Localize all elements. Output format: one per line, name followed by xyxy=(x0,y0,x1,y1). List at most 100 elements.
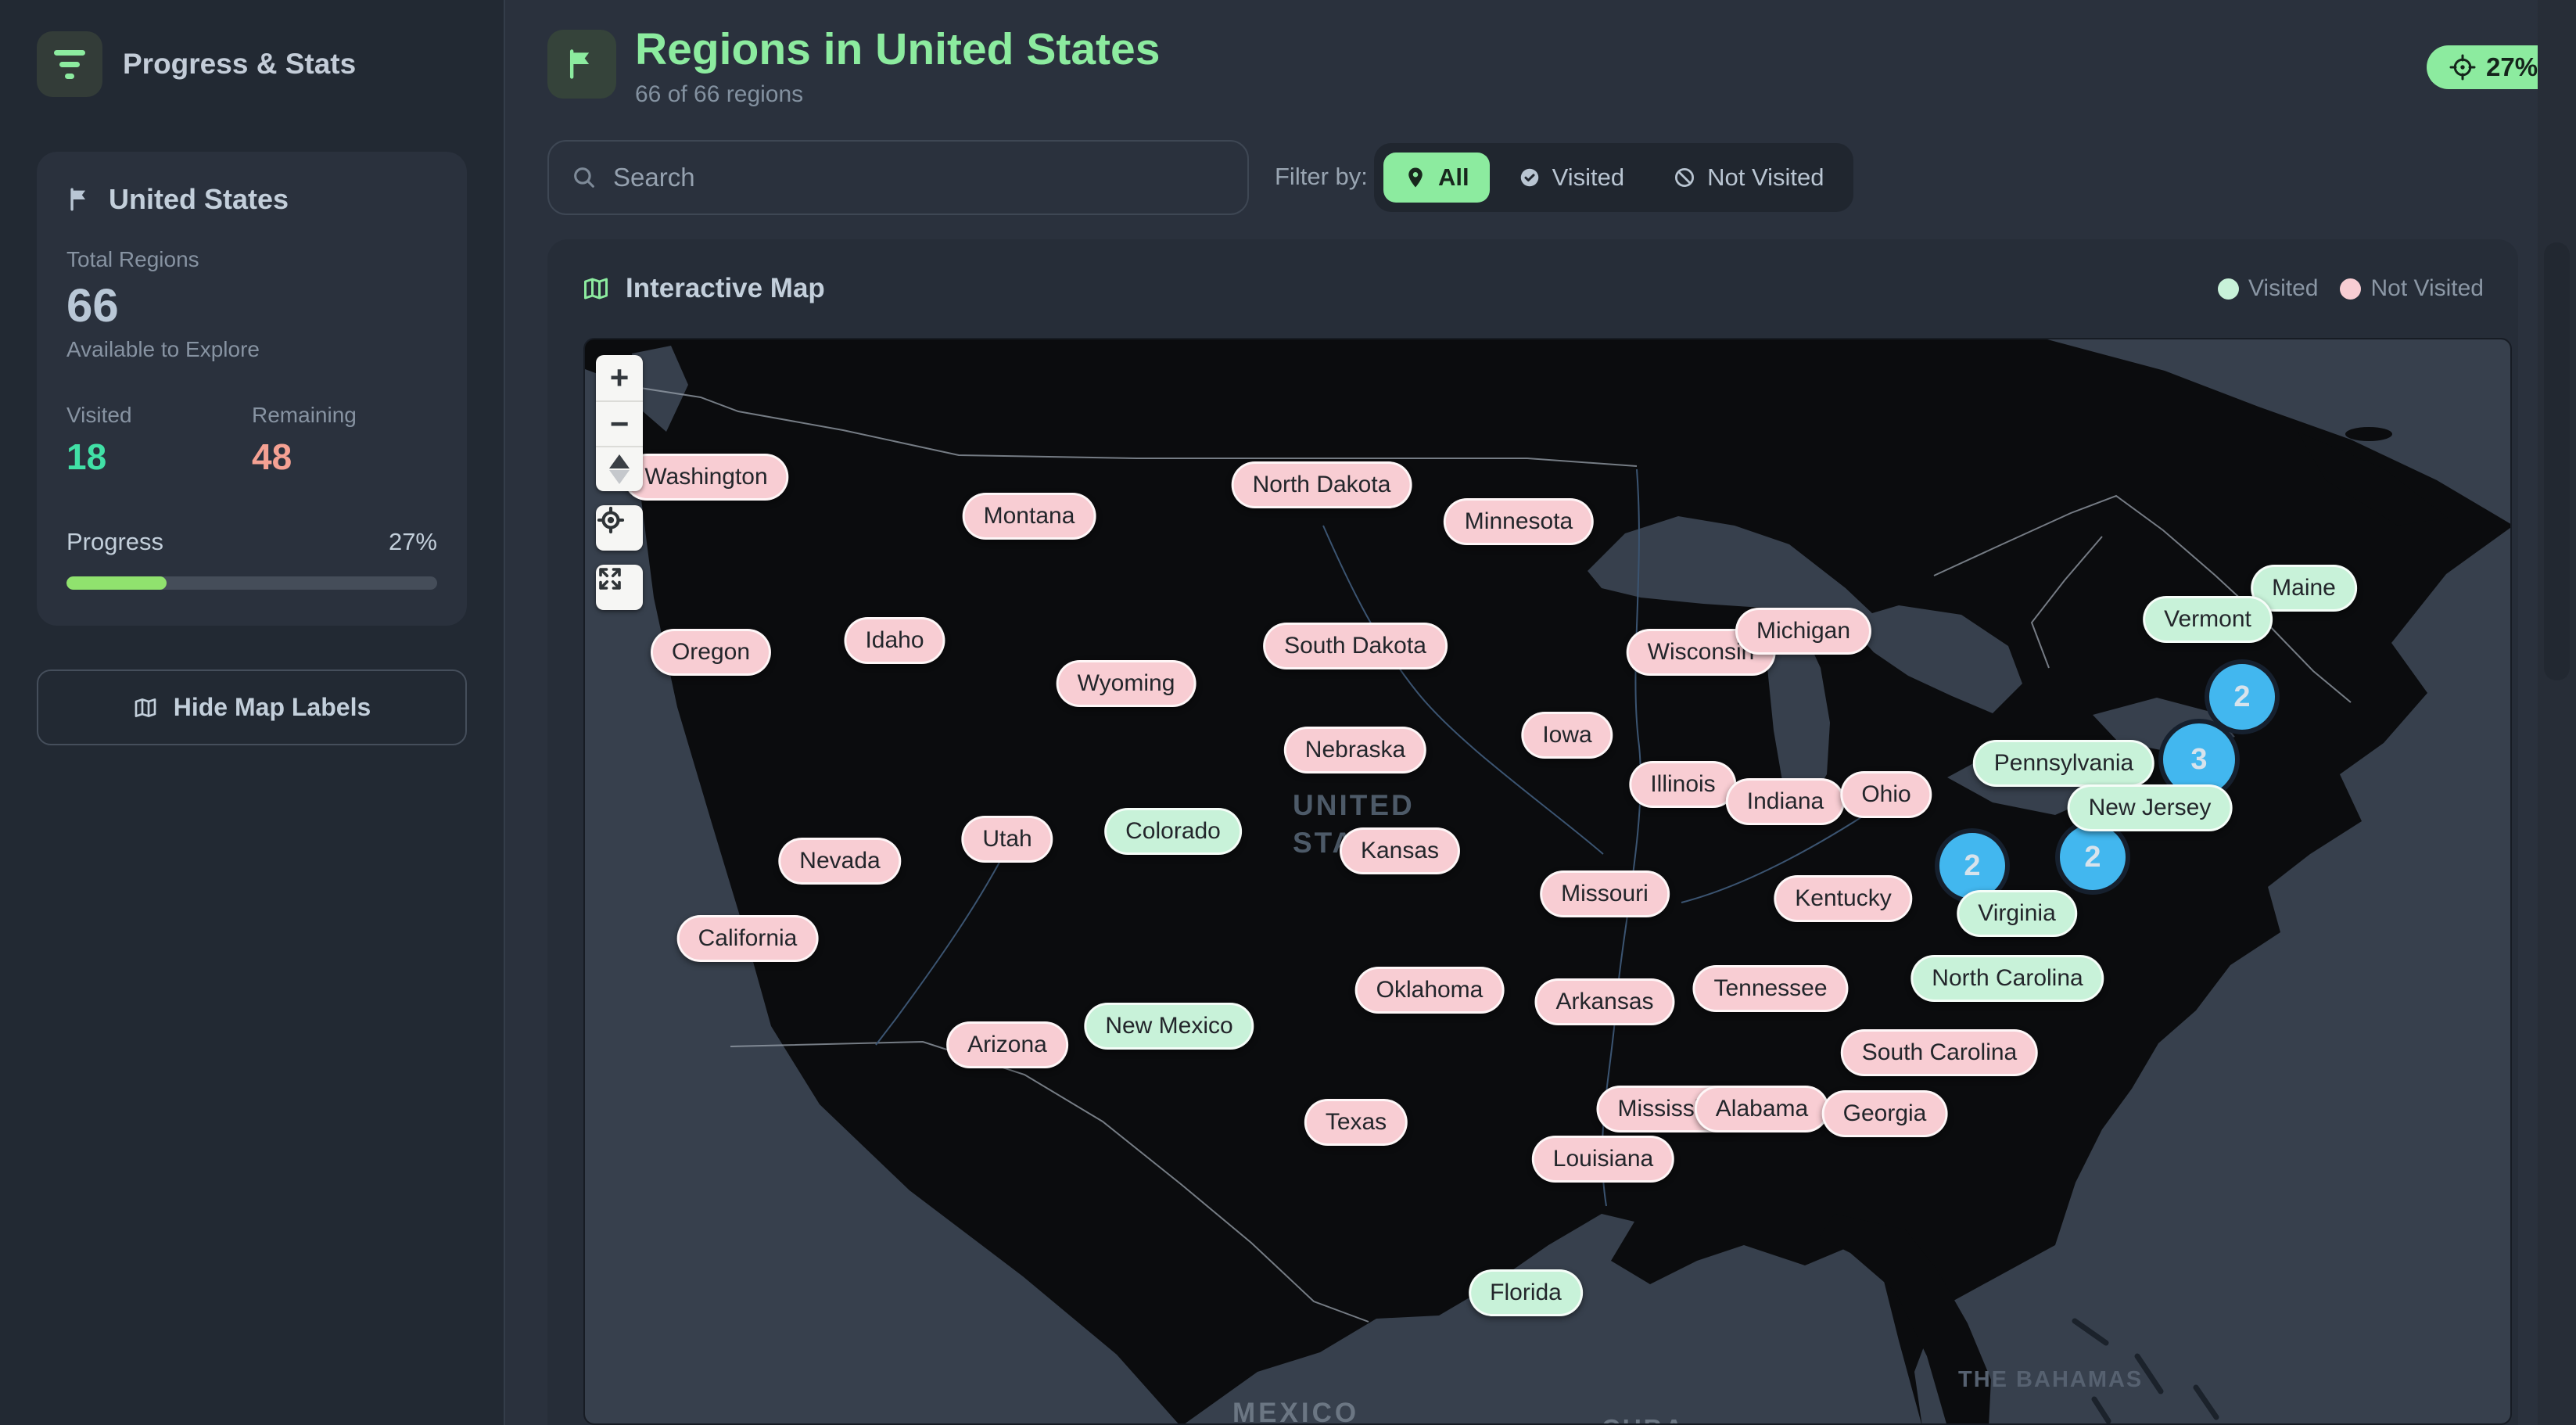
state-label-kansas[interactable]: Kansas xyxy=(1339,827,1461,874)
state-label-arkansas[interactable]: Arkansas xyxy=(1534,978,1675,1025)
state-label-nebraska[interactable]: Nebraska xyxy=(1283,727,1427,774)
cluster-marker[interactable]: 2 xyxy=(2205,659,2280,734)
remaining-value: 48 xyxy=(252,436,292,477)
filter-button-visited[interactable]: Visited xyxy=(1498,153,1645,203)
map-icon xyxy=(584,278,608,300)
locate-button[interactable] xyxy=(596,505,643,551)
progress-bar xyxy=(66,576,437,590)
map-icon xyxy=(135,698,156,717)
visited-remaining-row: Visited 18 Remaining 48 xyxy=(66,403,437,478)
state-label-pennsylvania[interactable]: Pennsylvania xyxy=(1972,740,2155,787)
hide-map-labels-text: Hide Map Labels xyxy=(173,693,371,721)
filter-button-label: Visited xyxy=(1552,163,1625,191)
state-label-alabama[interactable]: Alabama xyxy=(1694,1086,1830,1132)
legend-item-not-visited: Not Visited xyxy=(2340,275,2484,302)
interactive-map[interactable]: UNITED STATESMEXICOTHE BAHAMASCUBA 2322 … xyxy=(583,338,2512,1425)
filter-button-not-visited[interactable]: Not Visited xyxy=(1652,153,1844,203)
zoom-in-button[interactable]: + xyxy=(596,355,643,400)
state-label-minnesota[interactable]: Minnesota xyxy=(1443,498,1595,545)
total-regions-value: 66 xyxy=(66,279,119,332)
scrollbar-thumb[interactable] xyxy=(2544,242,2570,680)
visited-label: Visited xyxy=(66,403,132,427)
state-label-vermont[interactable]: Vermont xyxy=(2143,596,2273,643)
page-scrollbar[interactable] xyxy=(2538,0,2576,1425)
state-label-missouri[interactable]: Missouri xyxy=(1540,870,1670,917)
state-label-tennessee[interactable]: Tennessee xyxy=(1692,965,1849,1012)
state-label-texas[interactable]: Texas xyxy=(1304,1099,1408,1146)
state-label-idaho[interactable]: Idaho xyxy=(844,617,945,664)
compass-icon xyxy=(609,454,630,484)
legend-label: Visited xyxy=(2248,275,2319,301)
total-regions-label: Total Regions xyxy=(66,247,199,271)
state-label-louisiana[interactable]: Louisiana xyxy=(1531,1136,1675,1183)
state-label-utah[interactable]: Utah xyxy=(961,816,1053,863)
locate-control xyxy=(596,505,643,551)
state-label-montana[interactable]: Montana xyxy=(962,493,1096,540)
bahamas-islands xyxy=(2072,1318,2219,1423)
filter-button-label: Not Visited xyxy=(1707,163,1824,191)
sidebar-header: Progress & Stats xyxy=(37,31,467,97)
state-label-nevada[interactable]: Nevada xyxy=(778,838,902,885)
fullscreen-button[interactable] xyxy=(596,565,643,610)
state-label-new-mexico[interactable]: New Mexico xyxy=(1084,1003,1254,1050)
state-label-illinois[interactable]: Illinois xyxy=(1629,761,1737,808)
legend-dot xyxy=(2340,278,2362,300)
state-label-oregon[interactable]: Oregon xyxy=(650,629,772,676)
state-label-maine[interactable]: Maine xyxy=(2251,565,2357,612)
fullscreen-icon xyxy=(599,568,621,590)
check-circle-icon xyxy=(1520,168,1538,187)
state-label-iowa[interactable]: Iowa xyxy=(1521,712,1613,759)
filter-button-all[interactable]: All xyxy=(1383,153,1490,203)
country-name: United States xyxy=(109,183,289,215)
state-label-wyoming[interactable]: Wyoming xyxy=(1056,660,1197,707)
target-icon xyxy=(2449,54,2476,81)
state-label-north-carolina[interactable]: North Carolina xyxy=(1910,955,2104,1002)
country-borders xyxy=(630,386,2352,1323)
state-label-virginia[interactable]: Virginia xyxy=(1957,890,2077,937)
map-legend: Visited Not Visited xyxy=(2217,275,2484,302)
filter-group: All Visited Not Visited xyxy=(1374,143,1854,212)
flag-icon xyxy=(70,188,86,211)
search-icon xyxy=(574,167,594,188)
basemap-label: MEXICO xyxy=(1232,1398,1360,1425)
map-card-title: Interactive Map xyxy=(626,273,825,303)
filter-button-label: All xyxy=(1438,163,1469,191)
slash-circle-icon xyxy=(1675,168,1695,187)
state-label-ohio[interactable]: Ohio xyxy=(1840,771,1932,818)
basemap-label: CUBA xyxy=(1602,1412,1685,1423)
zoom-out-button[interactable]: − xyxy=(596,400,643,446)
hide-map-labels-button[interactable]: Hide Map Labels xyxy=(37,669,467,745)
state-label-georgia[interactable]: Georgia xyxy=(1821,1090,1948,1137)
search-box xyxy=(547,140,1249,215)
search-input[interactable] xyxy=(613,163,1225,192)
zoom-control: + − xyxy=(596,355,643,491)
page-title: Regions in United States xyxy=(635,24,1161,74)
compass-button[interactable] xyxy=(596,446,643,491)
basemap-label: THE BAHAMAS xyxy=(1958,1367,2144,1392)
pin-icon xyxy=(1408,167,1423,188)
progress-bar-fill xyxy=(66,576,167,590)
state-label-south-carolina[interactable]: South Carolina xyxy=(1840,1029,2039,1076)
state-label-california[interactable]: California xyxy=(676,915,819,962)
state-label-south-dakota[interactable]: South Dakota xyxy=(1263,623,1448,669)
state-label-oklahoma[interactable]: Oklahoma xyxy=(1354,967,1505,1014)
state-label-arizona[interactable]: Arizona xyxy=(946,1021,1068,1068)
percent-badge: 27% xyxy=(2427,45,2560,89)
state-label-florida[interactable]: Florida xyxy=(1469,1269,1583,1316)
state-label-wisconsin[interactable]: Wisconsin xyxy=(1626,629,1776,676)
state-label-michigan[interactable]: Michigan xyxy=(1735,608,1872,655)
available-label: Available to Explore xyxy=(66,337,260,361)
page-subtitle: 66 of 66 regions xyxy=(635,81,804,107)
legend-dot xyxy=(2217,278,2239,300)
state-label-kentucky[interactable]: Kentucky xyxy=(1774,875,1913,922)
locate-icon xyxy=(597,506,625,534)
state-label-colorado[interactable]: Colorado xyxy=(1104,808,1242,855)
legend-item-visited: Visited xyxy=(2217,275,2319,302)
legend-label: Not Visited xyxy=(2370,275,2484,301)
state-label-north-dakota[interactable]: North Dakota xyxy=(1231,461,1412,508)
state-label-new-jersey[interactable]: New Jersey xyxy=(2067,784,2233,831)
state-label-indiana[interactable]: Indiana xyxy=(1725,778,1846,825)
state-label-washington[interactable]: Washington xyxy=(623,454,789,501)
filter-by-label: Filter by: xyxy=(1275,163,1368,190)
fullscreen-control xyxy=(596,565,643,610)
